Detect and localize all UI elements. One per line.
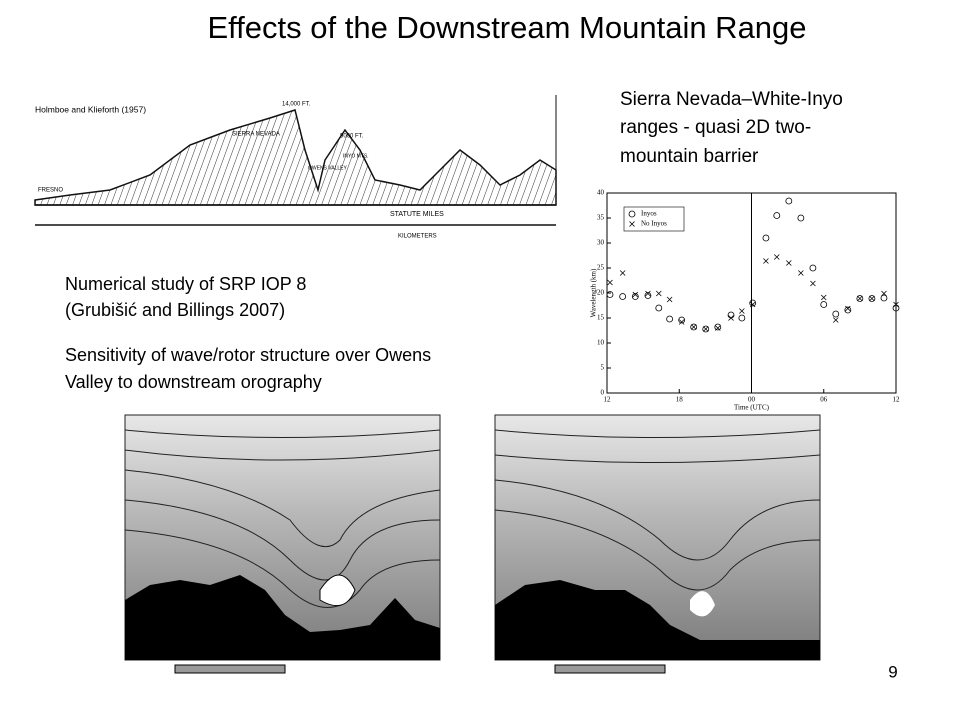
point — [810, 280, 816, 287]
legend-label: Inyos — [641, 210, 657, 218]
profile-label: FRESNO — [38, 188, 63, 194]
note-line: ranges - quasi 2D two- — [620, 117, 811, 138]
point — [832, 310, 840, 318]
point — [702, 326, 709, 332]
point — [893, 301, 899, 308]
point — [715, 325, 721, 331]
point — [762, 234, 770, 242]
point — [666, 296, 673, 303]
y-axis-label: Wavelength (km) — [590, 268, 598, 317]
profile-label: INYO MTS. — [343, 153, 369, 159]
point — [773, 212, 781, 219]
y-tick-label: 10 — [597, 339, 605, 347]
cross-section-right — [494, 414, 821, 674]
legend-marker — [628, 210, 636, 218]
point — [655, 304, 663, 312]
point — [869, 295, 875, 302]
legend-label: No Inyos — [641, 220, 667, 228]
point — [666, 315, 674, 323]
point — [678, 319, 685, 325]
profile-label: OWENS VALLEY — [308, 165, 347, 171]
point — [738, 314, 746, 322]
page-number: 9 — [888, 662, 897, 681]
point — [785, 197, 793, 205]
y-tick-label: 15 — [597, 314, 605, 322]
x-tick-label: 12 — [604, 396, 612, 404]
point — [678, 316, 686, 324]
point — [690, 323, 698, 331]
point — [845, 305, 851, 312]
point — [857, 295, 863, 302]
point — [881, 290, 887, 297]
point — [856, 295, 864, 302]
study-line: Numerical study of SRP IOP 8 — [65, 274, 306, 294]
profile-label: KILOMETERS — [398, 234, 437, 240]
point — [749, 299, 757, 307]
point — [809, 264, 817, 272]
point — [619, 293, 627, 300]
point — [619, 270, 626, 276]
y-tick-label: 0 — [601, 389, 605, 397]
point — [644, 292, 652, 299]
cross-section-left — [124, 414, 441, 674]
profile-label: STATUTE MILES — [390, 211, 444, 218]
note-line: Sierra Nevada–White-Inyo — [620, 89, 843, 110]
legend-marker — [629, 221, 635, 227]
point — [786, 260, 792, 266]
note-line: mountain barrier — [620, 146, 759, 167]
x-axis-label: Time (UTC) — [734, 404, 770, 412]
point — [702, 325, 710, 333]
point — [798, 270, 804, 276]
profile-label: 14,000 FT. — [282, 102, 311, 108]
x-tick-label: 00 — [748, 396, 756, 404]
point — [820, 301, 828, 308]
point — [763, 258, 769, 264]
y-tick-label: 25 — [597, 264, 605, 272]
profile-label: SIERRA NEVADA — [232, 132, 280, 138]
point — [690, 324, 697, 330]
y-tick-label: 5 — [601, 364, 605, 372]
y-tick-label: 20 — [597, 289, 605, 297]
x-tick-label: 18 — [676, 396, 684, 404]
point — [833, 317, 839, 323]
point — [645, 290, 651, 297]
point — [739, 308, 745, 314]
y-tick-label: 30 — [597, 239, 605, 247]
point — [749, 301, 756, 308]
profile-credit: Holmboe and Klieforth (1957) — [35, 104, 146, 114]
point — [607, 279, 613, 286]
sensitivity-line: Sensitivity of wave/rotor structure over… — [65, 345, 431, 365]
point — [655, 290, 662, 297]
point — [714, 323, 722, 331]
point — [606, 291, 614, 298]
slide-title: Effects of the Downstream Mountain Range — [207, 10, 806, 45]
point — [632, 291, 639, 298]
y-tick-label: 40 — [597, 189, 605, 197]
x-tick-label: 06 — [820, 396, 828, 404]
sensitivity-line: Valley to downstream orography — [65, 372, 322, 392]
scatter-figure: 0 5 10 15 20 25 30 35 40 12 18 00 06 12 Wavelength (km… — [590, 189, 900, 412]
point — [774, 254, 780, 260]
y-tick-label: 35 — [597, 214, 605, 222]
x-tick-label: 12 — [893, 396, 901, 404]
profile-figure: Holmboe and Klieforth (1957) 14,000 FT. … — [34, 95, 557, 240]
point — [727, 311, 735, 319]
point — [797, 214, 805, 222]
point — [631, 293, 639, 300]
point — [880, 294, 888, 302]
point — [844, 306, 852, 314]
study-line: (Grubišić and Billings 2007) — [65, 300, 285, 320]
point — [820, 294, 827, 301]
point — [728, 315, 734, 321]
legend-box — [623, 206, 685, 232]
point — [868, 295, 876, 302]
profile-label: 9000 FT. — [340, 134, 364, 140]
